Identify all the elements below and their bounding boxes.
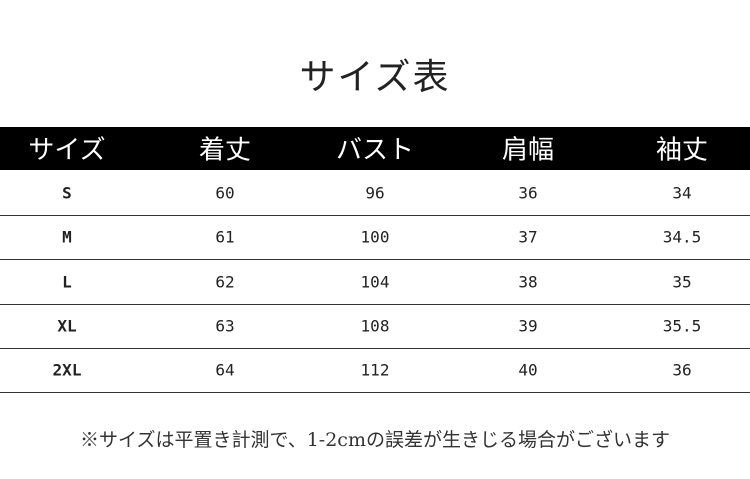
table-cell: 112 — [360, 360, 390, 380]
header-cell: バスト — [335, 135, 415, 166]
header-cell: 肩幅 — [501, 135, 555, 166]
table-cell: 38 — [518, 272, 538, 291]
header-cell: サイズ — [28, 135, 106, 166]
row-divider — [0, 215, 750, 216]
table-cell: 34 — [672, 183, 692, 203]
table-cell: 100 — [360, 227, 390, 247]
row-divider — [0, 259, 750, 260]
row-divider — [0, 348, 750, 349]
table-cell: M — [62, 227, 72, 247]
table-cell: 39 — [518, 316, 538, 336]
table-cell: 62 — [215, 272, 235, 291]
table-cell: 63 — [215, 316, 235, 336]
table-cell: 104 — [360, 272, 390, 291]
table-cell: 40 — [518, 360, 538, 380]
table-cell: 2XL — [52, 360, 82, 380]
note: ※サイズは平置き計測で、1-2cmの誤差が生きじる場合がございます — [80, 429, 670, 451]
row-divider — [0, 392, 750, 393]
header-bar — [0, 127, 750, 170]
table-cell: 61 — [215, 227, 235, 247]
row-divider — [0, 304, 750, 305]
header-cell: 着丈 — [198, 135, 252, 166]
table-cell: 35 — [672, 272, 692, 291]
table-cell: 96 — [365, 183, 385, 203]
title: サイズ表 — [299, 57, 451, 98]
table-cell: 36 — [518, 183, 538, 203]
table-cell: L — [62, 272, 72, 291]
table-cell: 37 — [518, 227, 538, 247]
table-cell: 64 — [215, 360, 235, 380]
table-cell: S — [62, 183, 72, 203]
table-cell: 35.5 — [662, 316, 702, 336]
table-cell: XL — [57, 316, 77, 336]
table-cell: 34.5 — [662, 227, 702, 247]
table-cell: 36 — [672, 360, 692, 380]
header-cell: 袖丈 — [655, 135, 709, 166]
table-cell: 60 — [215, 183, 235, 203]
table-cell: 108 — [360, 316, 390, 336]
